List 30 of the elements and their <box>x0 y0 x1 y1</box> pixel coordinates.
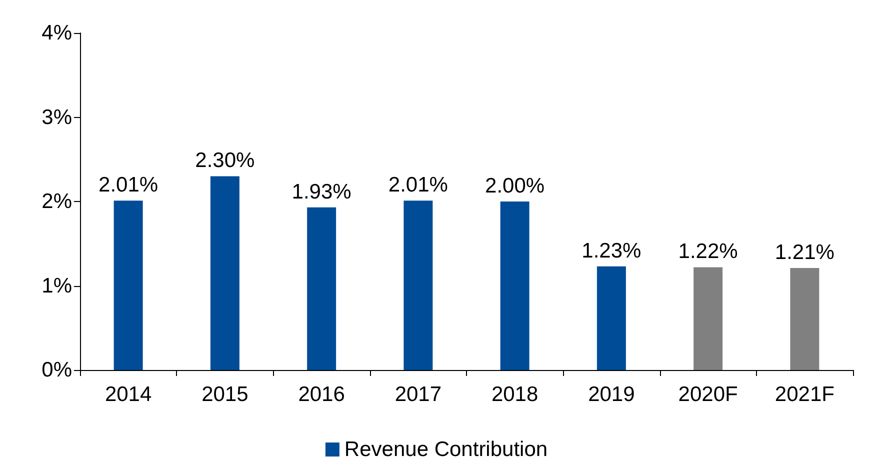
y-tick-label: 1% <box>42 274 72 298</box>
data-label: 2.30% <box>195 149 255 172</box>
data-label: 2.01% <box>98 174 158 197</box>
bar <box>790 268 820 370</box>
data-label: 2.01% <box>388 174 448 197</box>
y-tick-label: 3% <box>42 106 72 129</box>
bar <box>596 266 626 370</box>
data-label: 2.00% <box>485 174 545 198</box>
y-tick-label: 2% <box>42 190 72 213</box>
x-tick-label: 2019 <box>588 383 635 406</box>
data-label: 1.93% <box>292 180 352 204</box>
x-tick-label: 2020F <box>678 383 738 406</box>
x-tick-label: 2021F <box>774 383 834 406</box>
bar <box>307 207 336 370</box>
y-tick-label: 4% <box>42 22 72 44</box>
bar <box>694 267 723 370</box>
legend-label: Revenue Contribution <box>344 438 548 461</box>
bar <box>114 200 143 370</box>
bar <box>404 200 433 370</box>
data-label: 1.21% <box>774 241 834 264</box>
x-tick-label: 2014 <box>104 383 152 406</box>
bar <box>210 176 240 370</box>
data-label: 1.23% <box>582 239 642 262</box>
x-tick-label: 2017 <box>394 383 442 406</box>
y-tick-label: 0% <box>42 358 72 382</box>
x-tick-label: 2018 <box>491 383 538 406</box>
bar <box>500 202 530 370</box>
x-tick-label: 2016 <box>298 383 345 406</box>
x-tick-label: 2015 <box>202 383 248 406</box>
data-label: 1.22% <box>678 240 738 264</box>
